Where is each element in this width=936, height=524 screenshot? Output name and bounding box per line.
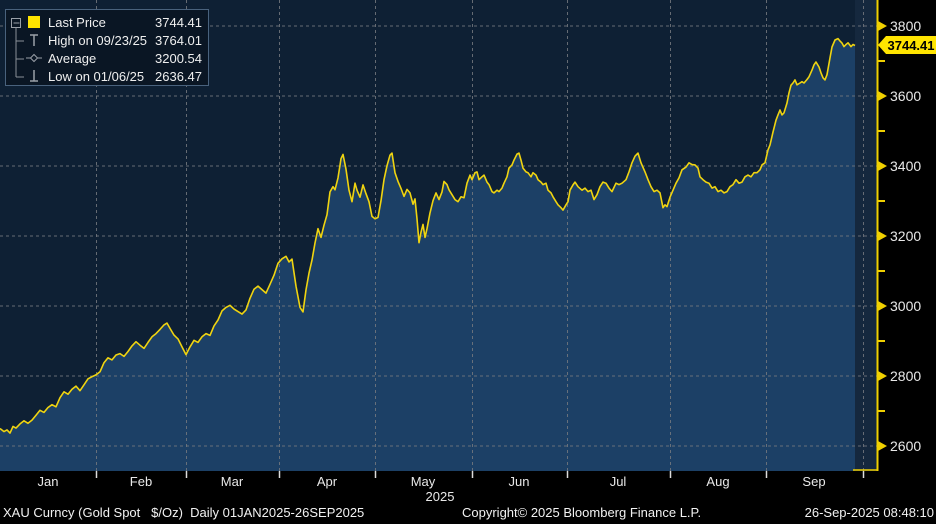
y-axis-label: 3400 bbox=[890, 158, 922, 174]
legend-item-high[interactable]: High on 09/23/25 3764.01 bbox=[26, 31, 202, 49]
price-chart-svg bbox=[0, 0, 887, 478]
copyright-text: Copyright© 2025 Bloomberg Finance L.P. bbox=[462, 505, 702, 520]
last-price-tag: 3744.41 bbox=[878, 36, 936, 55]
x-axis-month-label: Jul bbox=[609, 474, 627, 489]
y-axis-label: 3800 bbox=[890, 18, 922, 34]
y-axis-label: 2800 bbox=[890, 368, 922, 384]
x-axis-month-label: Jun bbox=[508, 474, 530, 489]
legend-label: Last Price bbox=[48, 14, 106, 30]
x-axis-month-label: Mar bbox=[220, 474, 244, 489]
legend-tree bbox=[11, 18, 24, 78]
legend-item-last-price[interactable]: Last Price 3744.41 bbox=[26, 13, 202, 31]
x-axis-month-label: Feb bbox=[129, 474, 153, 489]
y-axis-label: 3200 bbox=[890, 228, 922, 244]
last-price-swatch-icon bbox=[26, 16, 42, 28]
y-axis-label: 3000 bbox=[890, 298, 922, 314]
y-axis-label: 2600 bbox=[890, 438, 922, 454]
legend-item-low[interactable]: Low on 01/06/25 2636.47 bbox=[26, 67, 202, 85]
price-chart-plot-area[interactable] bbox=[0, 0, 936, 487]
legend-value: 3764.01 bbox=[155, 32, 202, 48]
chart-legend: Last Price 3744.41 High on 09/23/25 3764… bbox=[5, 9, 209, 86]
legend-value: 3744.41 bbox=[155, 14, 202, 30]
low-marker-icon bbox=[26, 69, 42, 83]
footer-bar: XAU Curncy (Gold Spot $/Oz) Daily 01JAN2… bbox=[0, 503, 936, 524]
legend-label: Average bbox=[48, 50, 97, 66]
x-axis-month-label: Sep bbox=[802, 474, 826, 489]
x-axis-year-label: 2025 bbox=[425, 489, 455, 504]
average-marker-icon bbox=[26, 53, 42, 63]
x-axis-month-label: Apr bbox=[316, 474, 338, 489]
x-axis-month-label: Aug bbox=[706, 474, 730, 489]
legend-label: Low on 01/06/25 bbox=[48, 68, 145, 84]
legend-label: High on 09/23/25 bbox=[48, 32, 148, 48]
x-axis-month-label: Jan bbox=[37, 474, 59, 489]
legend-value: 3200.54 bbox=[155, 50, 202, 66]
timestamp: 26-Sep-2025 08:48:10 bbox=[804, 505, 934, 520]
y-axis-label: 3600 bbox=[890, 88, 922, 104]
x-axis-month-label: May bbox=[410, 474, 436, 489]
legend-value: 2636.47 bbox=[155, 68, 202, 84]
legend-item-average[interactable]: Average 3200.54 bbox=[26, 49, 202, 67]
chart-title: XAU Curncy (Gold Spot $/Oz) Daily 01JAN2… bbox=[3, 505, 365, 520]
high-marker-icon bbox=[26, 33, 42, 47]
